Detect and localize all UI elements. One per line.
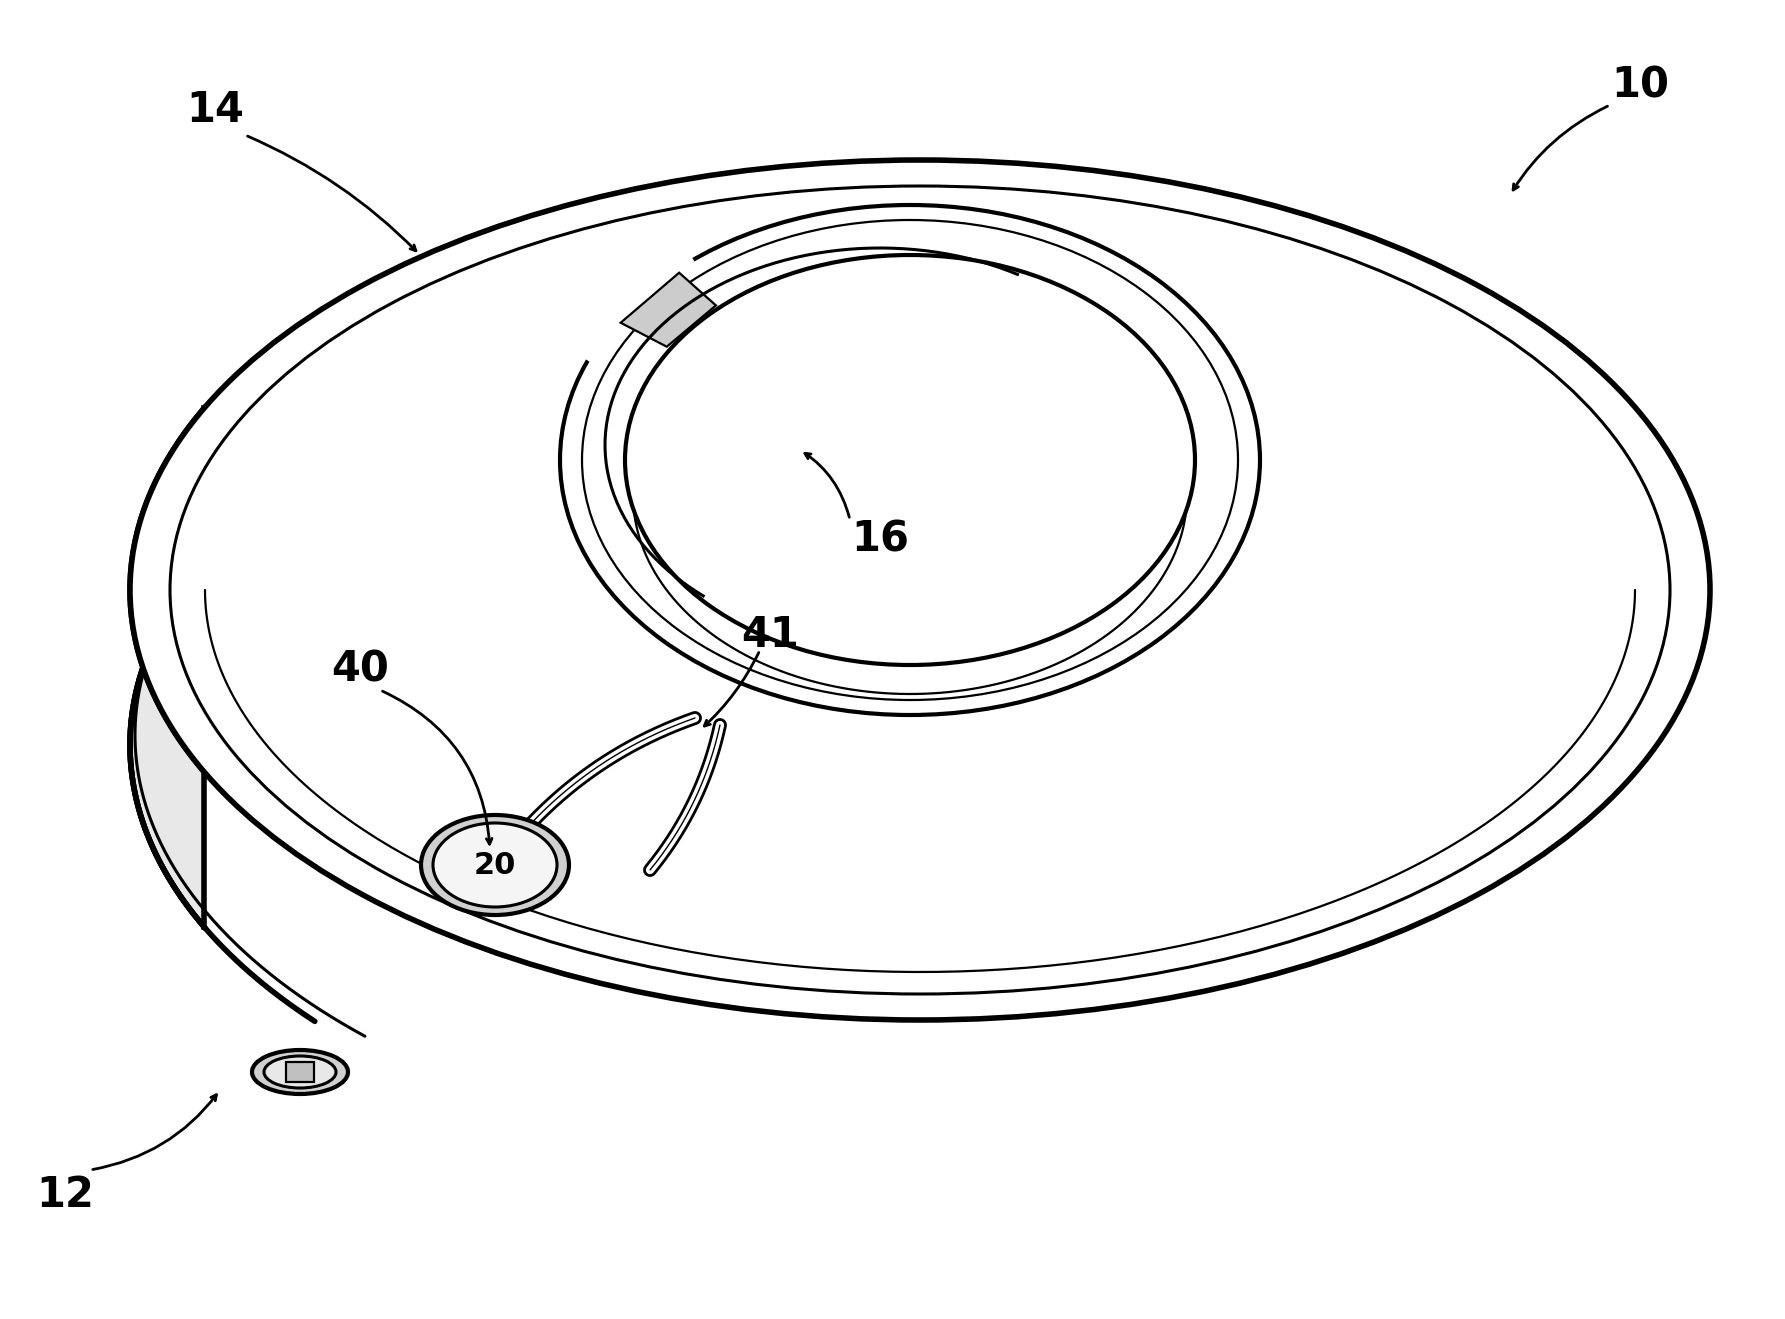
- Text: 40: 40: [330, 649, 389, 691]
- Polygon shape: [286, 1062, 314, 1082]
- Text: 20: 20: [473, 851, 516, 880]
- Polygon shape: [130, 409, 203, 927]
- Ellipse shape: [264, 1057, 336, 1088]
- Ellipse shape: [560, 204, 1260, 715]
- Text: 10: 10: [1612, 65, 1669, 106]
- Text: 41: 41: [741, 615, 800, 656]
- Ellipse shape: [421, 815, 569, 915]
- Ellipse shape: [130, 160, 1710, 1020]
- Text: 14: 14: [186, 88, 245, 131]
- Ellipse shape: [625, 255, 1194, 665]
- Text: 12: 12: [36, 1174, 95, 1216]
- Ellipse shape: [434, 823, 557, 907]
- Polygon shape: [621, 273, 716, 347]
- Ellipse shape: [252, 1050, 348, 1093]
- Text: 16: 16: [851, 518, 909, 561]
